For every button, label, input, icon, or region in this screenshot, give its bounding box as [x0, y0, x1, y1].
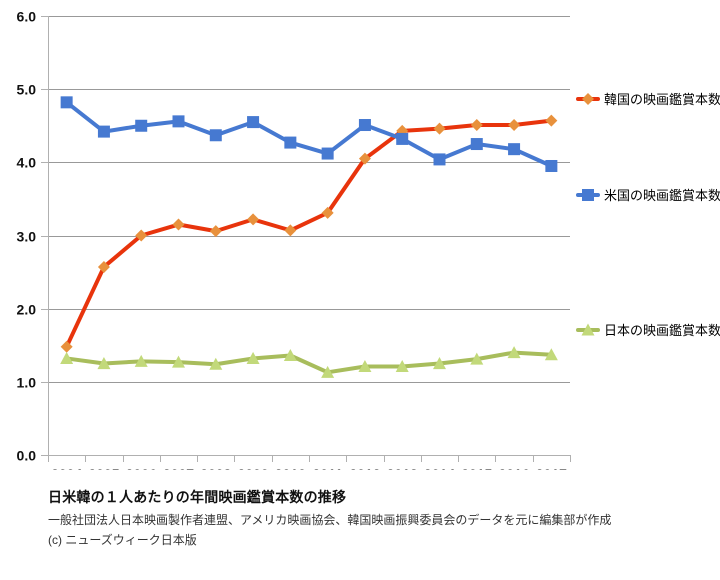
series-line: [64, 118, 554, 349]
data-point-marker: [172, 218, 185, 231]
legend-item-label: 韓国の映画鑑賞本数: [604, 92, 720, 107]
data-point-marker: [246, 351, 260, 364]
x-axis-tick-label: 2015: [461, 466, 492, 470]
data-point-marker: [321, 206, 334, 219]
y-axis-tick-label: 3.0: [17, 229, 37, 245]
legend-item-label: 米国の映画鑑賞本数: [604, 188, 720, 203]
series-line: [64, 100, 554, 168]
data-point-marker: [247, 116, 260, 129]
x-axis-tick-label: 2009: [237, 466, 268, 470]
data-point-marker: [97, 125, 110, 138]
x-axis-tick-labels: 2004 2005 2006 2007 2008 2009 2010 2011 2012 2013…: [51, 466, 567, 470]
data-point-marker: [135, 119, 148, 132]
data-point-marker: [544, 348, 558, 361]
x-axis-tick-label: 2007: [163, 466, 194, 470]
legend-item[interactable]: 韓国の映画鑑賞本数: [576, 92, 720, 107]
caption-title: 日米韓の１人あたりの年間映画鑑賞本数の推移: [48, 489, 347, 505]
y-axis-tick-label: 0.0: [17, 448, 37, 464]
line-chart: 0.01.02.03.04.05.06.0 200420052006200720…: [17, 9, 720, 471]
x-axis-tick-label: 2011: [312, 466, 343, 470]
data-point-marker: [395, 359, 409, 372]
data-point-marker: [134, 354, 148, 367]
legend-item[interactable]: 日本の映画鑑賞本数: [576, 323, 720, 338]
legend-swatch-marker: [581, 323, 595, 336]
data-point-marker: [358, 152, 371, 165]
data-point-marker: [60, 340, 73, 353]
x-axis-tick-label: 2004: [51, 466, 82, 470]
x-axis-tick-label: 2008: [200, 466, 231, 470]
data-point-marker: [507, 346, 521, 359]
data-point-marker: [321, 147, 334, 160]
y-axis-tick-label: 2.0: [17, 302, 37, 318]
data-point-marker: [97, 357, 111, 370]
data-point-marker: [97, 260, 110, 273]
data-point-marker: [284, 224, 297, 237]
data-point-marker: [209, 357, 223, 370]
data-point-marker: [470, 352, 484, 365]
y-axis-tick-labels: 0.0 1.0 2.0 3.0 4.0 5.0 6.0: [17, 9, 37, 464]
data-point-marker: [470, 119, 483, 132]
data-point-marker: [172, 115, 185, 128]
data-point-marker: [172, 355, 185, 368]
data-point-marker: [396, 132, 409, 145]
caption-block: 日米韓の１人あたりの年間映画鑑賞本数の推移 一般社団法人日本映画製作者連盟、アメ…: [48, 488, 708, 549]
data-point-marker: [247, 213, 260, 226]
axis-tickmarks: [41, 16, 571, 462]
x-axis-tick-label: 2013: [387, 466, 418, 470]
caption-source: 一般社団法人日本映画製作者連盟、アメリカ映画協会、韓国映画振興委員会のデータを元…: [48, 513, 612, 528]
x-axis-tick-label: 2012: [349, 466, 380, 470]
y-axis-tick-label: 5.0: [17, 82, 37, 98]
data-point-marker: [433, 153, 446, 166]
data-point-marker: [358, 119, 371, 132]
caption-credit: (c) ニューズウィーク日本版: [48, 533, 197, 548]
legend-swatch-marker: [582, 93, 594, 105]
y-axis-tick-label: 1.0: [17, 375, 37, 391]
data-point-marker: [284, 136, 297, 149]
data-series: [60, 346, 558, 378]
data-point-marker: [545, 159, 558, 172]
data-series: [60, 114, 558, 353]
x-axis-tick-label: 2010: [275, 466, 306, 470]
data-point-marker: [60, 351, 74, 364]
y-axis-tick-label: 6.0: [17, 9, 37, 25]
data-point-marker: [508, 119, 521, 132]
x-axis-tick-label: 2014: [424, 466, 455, 470]
x-axis-tick-label: 2017: [536, 466, 567, 470]
legend-swatch-marker: [582, 189, 594, 201]
data-point-marker: [545, 114, 558, 127]
data-point-marker: [209, 129, 222, 142]
series-line: [64, 350, 554, 375]
data-point-marker: [433, 122, 446, 135]
data-point-marker: [508, 143, 521, 156]
data-series: [60, 96, 558, 172]
x-axis-tick-label: 2005: [88, 466, 119, 470]
x-axis-tick-label: 2006: [126, 466, 157, 470]
data-point-marker: [321, 365, 335, 378]
gridlines: [48, 16, 570, 456]
data-point-marker: [209, 225, 222, 238]
data-point-marker: [433, 357, 446, 370]
x-axis-tick-label: 2016: [498, 466, 529, 470]
legend-item[interactable]: 米国の映画鑑賞本数: [576, 188, 720, 203]
legend-item-label: 日本の映画鑑賞本数: [604, 323, 720, 338]
data-point-marker: [470, 138, 483, 151]
data-point-marker: [283, 348, 297, 362]
y-axis-tick-label: 4.0: [17, 155, 37, 171]
data-point-marker: [358, 359, 372, 372]
data-point-marker: [135, 229, 148, 242]
data-series-group: [60, 96, 558, 378]
data-point-marker: [60, 96, 73, 109]
